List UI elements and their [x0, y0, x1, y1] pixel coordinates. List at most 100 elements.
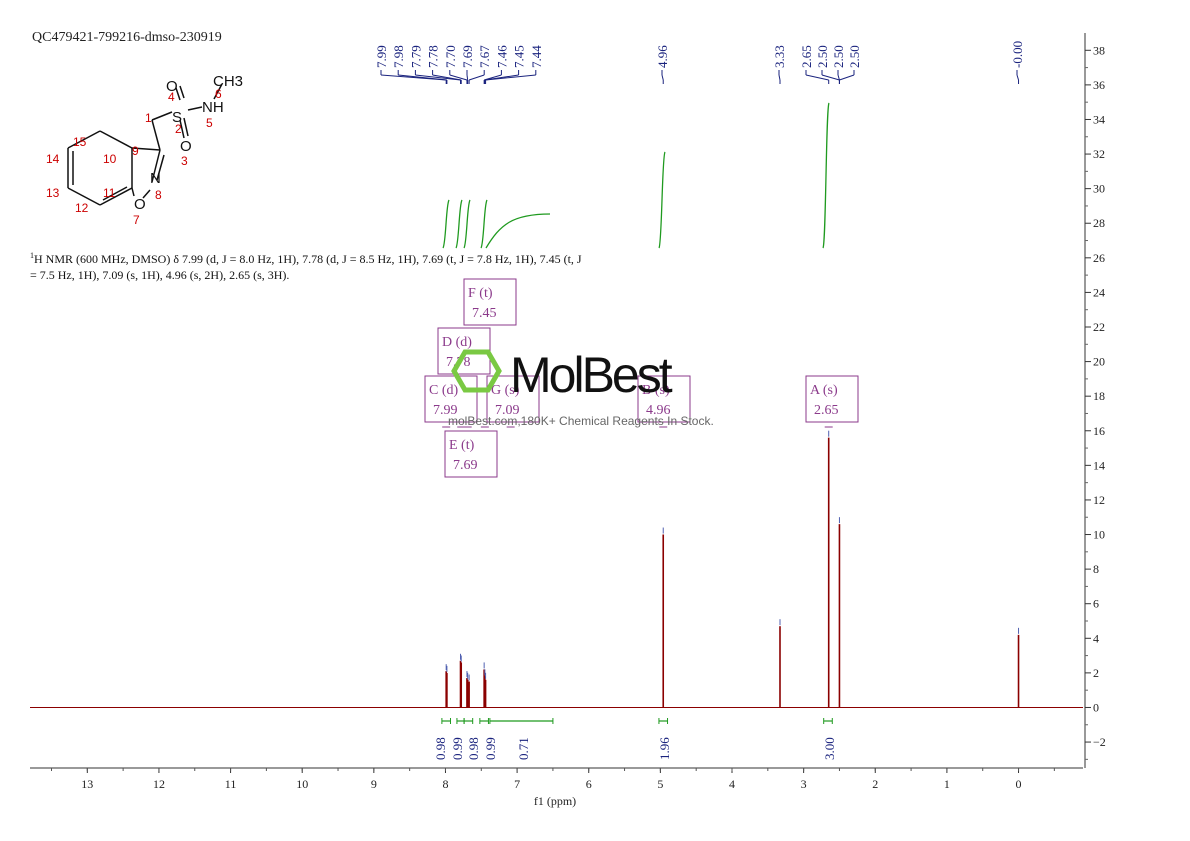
bond	[99, 187, 133, 206]
x-tick-label: 1	[944, 777, 950, 791]
x-tick-label: 3	[801, 777, 807, 791]
bond	[175, 87, 181, 101]
bond	[151, 149, 161, 183]
y-tick-label: 28	[1093, 216, 1105, 230]
y-tick-label: −2	[1093, 735, 1106, 749]
bond	[187, 106, 203, 111]
bond	[179, 119, 185, 139]
atom-label: O	[134, 196, 146, 213]
peak-label: 7.46	[494, 45, 509, 68]
multiplet-shift: 7.09	[495, 403, 520, 418]
nmr-description-text: H NMR (600 MHz, DMSO) δ 7.99 (d, J = 8.0…	[30, 252, 582, 282]
y-tick-label: 4	[1093, 631, 1099, 645]
bond	[156, 154, 165, 181]
integral-value: 0.98	[433, 737, 448, 760]
peak-label-connector	[398, 74, 447, 81]
bond	[131, 147, 161, 151]
atom-number: 8	[155, 188, 162, 202]
y-tick-label: 22	[1093, 320, 1105, 334]
watermark-text: molBest.com,180K+ Chemical Reagents In S…	[448, 414, 714, 428]
peak-label: 2.50	[831, 45, 846, 68]
bond	[142, 189, 151, 199]
y-tick-label: 16	[1093, 424, 1105, 438]
atom-number: 2	[175, 122, 182, 136]
atom-number: 14	[46, 152, 60, 166]
atom-number: 9	[132, 144, 139, 158]
y-tick-label: 30	[1093, 182, 1105, 196]
peak-label-connector	[468, 74, 485, 81]
bond	[102, 186, 128, 201]
integral-value: 0.99	[483, 737, 498, 760]
y-tick-label: 34	[1093, 112, 1105, 126]
peak-label-connector	[837, 74, 840, 81]
multiplet-shift: 2.65	[814, 403, 839, 418]
integral-curve	[658, 151, 666, 249]
peak-label-connector	[432, 74, 462, 81]
peak-label: 7.99	[374, 45, 389, 68]
y-tick-label: 36	[1093, 78, 1105, 92]
integral-curve	[480, 199, 488, 249]
x-tick-label: 13	[81, 777, 93, 791]
multiplet-shift: 7.99	[433, 403, 458, 418]
multiplet-name: F (t)	[468, 286, 493, 301]
peak-label: 7.79	[408, 45, 423, 68]
integral-value: 3.00	[822, 737, 837, 760]
bond	[151, 119, 161, 151]
peak-label-connector	[661, 74, 664, 81]
multiplet-shift: 7.45	[472, 306, 497, 321]
x-tick-label: 12	[153, 777, 165, 791]
peak-label: 2.50	[815, 45, 830, 68]
atom-number: 12	[75, 201, 89, 215]
multiplet-shift: 4.96	[646, 403, 671, 418]
bond	[179, 85, 185, 99]
multiplet-box	[486, 375, 540, 423]
peak-label: 7.98	[391, 45, 406, 68]
y-tick-label: 6	[1093, 597, 1099, 611]
nmr-description: 1H NMR (600 MHz, DMSO) δ 7.99 (d, J = 8.…	[30, 248, 590, 283]
x-tick-label: 8	[442, 777, 448, 791]
atom-number: 6	[215, 87, 222, 101]
integral-curve	[455, 199, 463, 249]
atom-number: 15	[73, 135, 87, 149]
peak-label: 3.33	[772, 45, 787, 68]
bond	[67, 187, 101, 206]
integral-value: 1.96	[657, 737, 672, 760]
atom-number: 1	[145, 111, 152, 125]
x-tick-label: 9	[371, 777, 377, 791]
y-tick-label: 0	[1093, 700, 1099, 714]
peak-label: 7.78	[426, 45, 441, 68]
peak-label-connector	[415, 74, 461, 81]
peak-label-connector	[484, 74, 502, 81]
peak-label-connector	[805, 74, 829, 81]
atom-label: O	[166, 78, 178, 95]
peak-label: 7.45	[512, 45, 527, 68]
bond	[213, 83, 223, 100]
bond	[183, 117, 189, 137]
integral-curve	[822, 102, 830, 249]
x-tick-label: 11	[225, 777, 237, 791]
peak-label-connector	[839, 74, 855, 81]
atom-label: CH3	[213, 73, 243, 90]
watermark-hexagon-icon	[451, 349, 502, 393]
multiplet-box	[424, 375, 478, 423]
x-tick-label: 0	[1016, 777, 1022, 791]
peak-label-connector	[821, 74, 840, 81]
integral-curve	[463, 199, 471, 249]
multiplet-name: B (s)	[642, 383, 670, 398]
atom-number: 5	[206, 116, 213, 130]
x-tick-label: 5	[657, 777, 663, 791]
peak-label-connector	[485, 74, 536, 81]
atom-label: O	[180, 138, 192, 155]
x-tick-label: 10	[296, 777, 308, 791]
y-tick-label: 10	[1093, 528, 1105, 542]
peak-label-connector	[778, 74, 781, 81]
multiplet-name: E (t)	[449, 438, 475, 453]
multiplet-box	[463, 278, 517, 326]
peak-label-connector	[449, 74, 468, 81]
bond	[151, 111, 173, 121]
y-tick-label: 26	[1093, 251, 1105, 265]
peak-label: 2.65	[799, 45, 814, 68]
multiplet-box	[637, 375, 691, 423]
sample-id: QC479421-799216-dmso-230919	[32, 30, 222, 45]
